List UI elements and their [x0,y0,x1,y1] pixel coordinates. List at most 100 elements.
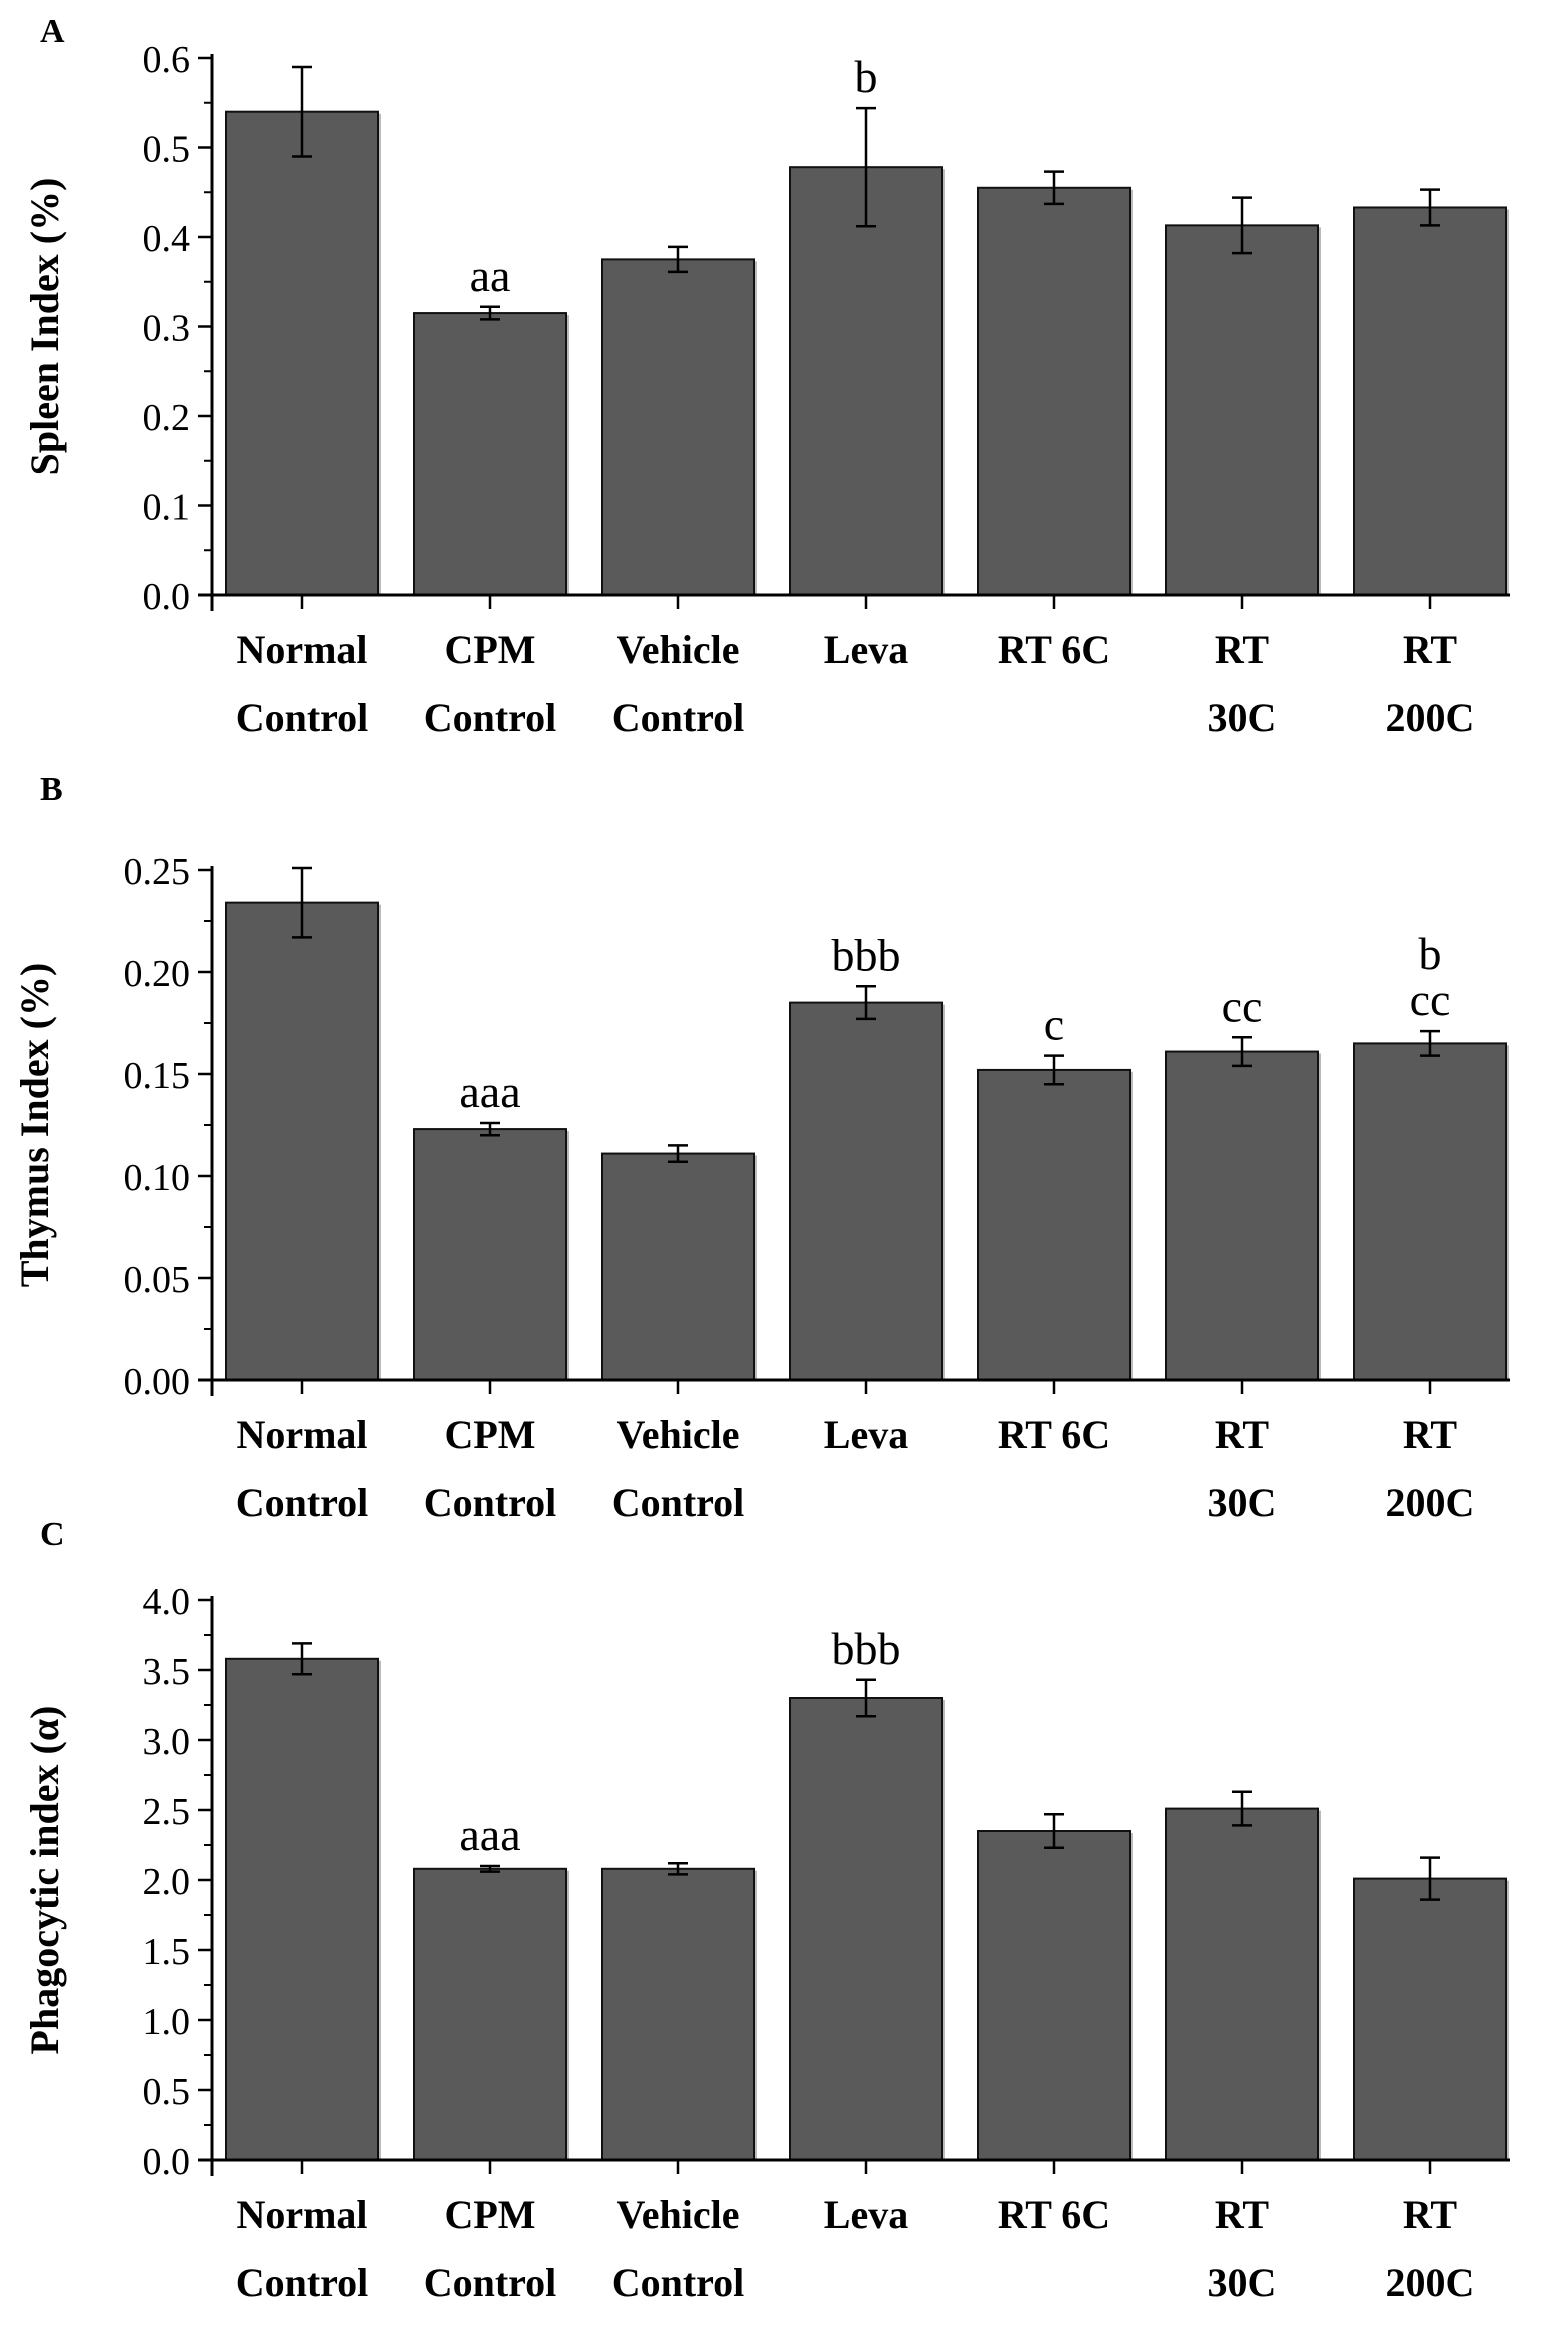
y-tick-label: 0.6 [143,39,191,81]
error-bar [1420,1856,1440,1901]
x-tick-label: Normal [236,2192,367,2237]
bar [1353,1042,1507,1382]
error-bar [668,1861,688,1876]
error-bar [856,1678,876,1718]
y-tick-label: 0.5 [143,2071,191,2113]
y-tick-label: 0.1 [143,487,191,529]
x-tick-label: 200C [1386,1480,1475,1525]
significance-label: c [1044,999,1064,1050]
x-tick-label: Control [612,1480,745,1525]
y-tick-label: 0.10 [124,1157,191,1199]
x-tick-label: Leva [824,627,908,672]
significance-label: aa [470,250,511,301]
panel-letter: C [40,1516,65,1553]
y-tick-label: 0.2 [143,397,191,439]
x-tick-label: Vehicle [617,1412,740,1457]
x-tick-label: 30C [1208,695,1277,740]
panel-letter: A [40,13,65,50]
y-tick-label: 0.5 [143,129,191,171]
error-bar [1232,1790,1252,1827]
bar [789,166,943,596]
x-tick-label: RT [1403,1412,1457,1457]
error-bar [1420,1029,1440,1057]
error-bar [668,1144,688,1163]
x-tick-label: RT 6C [998,627,1110,672]
x-tick-label: Leva [824,2192,908,2237]
x-tick-label: 30C [1208,2260,1277,2305]
significance-label: b [855,51,878,102]
error-bar [856,985,876,1021]
x-tick-label: CPM [444,1412,535,1457]
bar [413,1128,567,1381]
x-tick-label: Vehicle [617,627,740,672]
error-bar [1420,188,1440,227]
x-tick-label: Normal [236,627,367,672]
y-tick-label: 0.3 [143,308,191,350]
x-tick-label: RT [1215,1412,1269,1457]
x-tick-label: RT [1403,627,1457,672]
bar [601,258,755,596]
error-bar [480,305,500,321]
y-tick-label: 2.5 [143,1791,191,1833]
bar [977,1830,1131,2161]
x-tick-label: Control [236,1480,369,1525]
x-tick-label: Control [236,2260,369,2305]
x-tick-label: Control [424,2260,557,2305]
y-tick-label: 0.0 [143,2141,191,2183]
x-tick-label: Vehicle [617,2192,740,2237]
y-tick-label: 0.4 [143,218,191,260]
bar [1353,206,1507,596]
bar [789,1001,943,1381]
panel-a: Aaa b 0.0 0.1 0.2 0.3 0.4 0.5 0.6 Normal Control CP… [22,13,1510,740]
y-tick-label: 3.0 [143,1721,191,1763]
significance-label: bbb [832,1623,901,1674]
x-tick-label: RT 6C [998,1412,1110,1457]
bar [601,1867,755,2162]
bar [1165,224,1319,597]
significance-label: bbb [832,929,901,980]
x-tick-label: CPM [444,627,535,672]
error-bar [668,245,688,274]
y-tick-label: 1.0 [143,2001,191,2043]
x-tick-label: 200C [1386,695,1475,740]
error-bar [1232,1036,1252,1068]
x-tick-label: 200C [1386,2260,1475,2305]
x-tick-label: Control [236,695,369,740]
x-tick-label: Control [612,2260,745,2305]
error-bar [480,1864,500,1873]
x-tick-label: Leva [824,1412,908,1457]
y-tick-label: 0.0 [143,576,191,618]
y-tick-label: 3.5 [143,1651,191,1693]
bar [225,1657,379,2162]
bar [225,110,379,596]
bar [1165,1050,1319,1382]
x-tick-label: RT 6C [998,2192,1110,2237]
significance-label: b [1419,928,1442,979]
y-tick-label: 1.5 [143,1931,191,1973]
y-axis-label: Phagocytic index (α) [22,1706,67,2055]
x-tick-label: Control [424,695,557,740]
bar [413,1867,567,2162]
significance-label: aaa [459,1066,520,1117]
y-tick-label: 0.05 [124,1259,191,1301]
y-tick-label: 0.00 [124,1361,191,1403]
error-bar [480,1121,500,1137]
significance-label: cc [1410,974,1451,1025]
x-tick-label: CPM [444,2192,535,2237]
y-tick-label: 0.20 [124,953,191,995]
x-tick-label: 30C [1208,1480,1277,1525]
y-axis-label: Spleen Index (%) [22,178,67,476]
bar [1165,1807,1319,2161]
x-tick-label: RT [1215,627,1269,672]
x-tick-label: Normal [236,1412,367,1457]
y-tick-label: 2.0 [143,1861,191,1903]
bar [601,1152,755,1382]
error-bar [1044,1812,1064,1850]
bar [977,186,1131,596]
x-tick-label: Control [424,1480,557,1525]
y-tick-label: 4.0 [143,1581,191,1623]
bar [1353,1877,1507,2161]
